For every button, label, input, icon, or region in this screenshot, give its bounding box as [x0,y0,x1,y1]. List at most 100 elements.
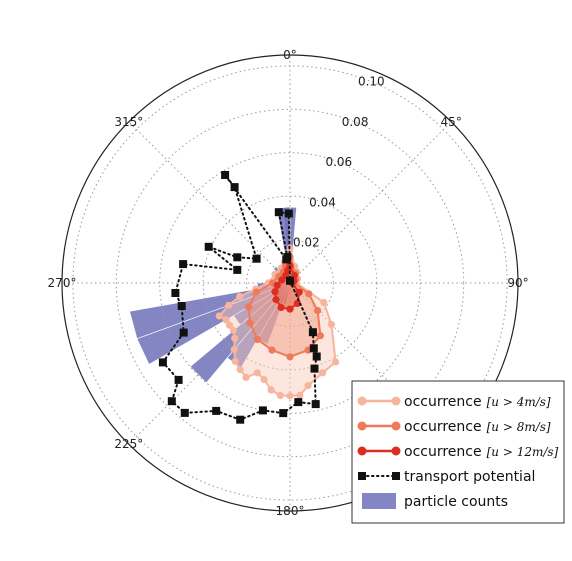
radial-tick-label: 0.08 [342,115,369,129]
occurrence-point-u12 [293,299,301,307]
occurrence-point-u4 [286,392,294,400]
legend-marker [391,396,401,406]
transport-potential-point [177,302,186,310]
angle-tick-label: 0° [283,48,297,62]
transport-potential-point [158,358,167,367]
occurrence-point-u12 [271,288,279,296]
angular-gridline [289,121,452,284]
angular-gridline [128,121,291,284]
tick-labels: 0° 45° 90° 180° 225° 270° 315° 0.02 0.04 0.06 0.08… [48,48,529,518]
occurrence-point-u8 [246,319,254,327]
occurrence-point-u4 [236,365,244,374]
transport-potential-point [179,260,188,269]
transport-potential-point [312,352,321,361]
legend-label: particle counts [404,494,508,510]
transport-potential-point [236,415,245,424]
transport-potential-point [308,328,317,337]
legend-marker [392,472,400,480]
legend-patch [362,493,396,509]
transport-potential-point [221,171,230,179]
occurrence-point-u4 [304,382,312,390]
occurrence-point-u4 [327,320,336,329]
occurrence-point-u4 [225,321,234,329]
legend-label: occurrence [u > 4m/s] [404,394,551,410]
legend-label-text: occurrence [404,394,482,410]
occurrence-point-u8 [252,288,260,296]
occurrence-point-u4 [260,375,268,384]
occurrence-point-u12 [273,281,281,289]
legend-marker [357,421,367,431]
transport-potential-point [279,409,288,418]
occurrence-fill-u4 [219,248,336,396]
legend-label-math: [u > 12m/s] [487,445,559,459]
angle-tick-label: 90° [507,276,528,290]
transport-potential-point [167,397,176,406]
transport-potential-point [294,398,303,407]
occurrence-point-u4 [230,345,238,354]
occurrence-point-u4 [267,386,275,394]
legend-marker [391,421,401,431]
radial-tick-label: 0.10 [358,75,385,89]
legend-label: occurrence [u > 8m/s] [404,419,551,435]
transport-potential-point [204,242,213,251]
radial-tick-label: 0.06 [325,155,352,169]
legend-label: occurrence [u > 12m/s] [404,444,559,460]
angle-tick-label: 45° [441,115,462,129]
transport-potential-point [174,375,183,384]
legend-label-text: particle counts [404,494,508,510]
radial-gridline [115,108,465,458]
legend-marker [391,446,401,456]
legend-label: transport potential [404,469,535,485]
occurrence-point-u8 [253,335,261,343]
occurrence-point-u12 [272,296,280,304]
occurrence-point-u4 [332,358,340,366]
occurrence-point-u8 [305,290,313,298]
legend-label-math: [u > 4m/s] [487,395,551,409]
transport-potential-point [179,328,188,337]
occurrence-point-u4 [229,326,237,335]
legend-label-text: occurrence [404,444,482,460]
transport-potential-point [258,406,267,415]
transport-potential-point [233,265,242,274]
occurrence-point-u4 [225,301,233,309]
angular-gridline [128,282,291,445]
legend-label-text: occurrence [404,419,482,435]
transport-potential-point [233,253,242,262]
transport-potential-point [284,209,293,218]
angle-tick-label: 225° [114,437,143,451]
occurrence-point-u12 [277,303,285,312]
transport-potential-series [158,171,321,424]
occurrence-point-u12 [295,288,303,296]
legend-marker [357,446,367,456]
occurrence-point-u4 [276,391,284,400]
occurrence-point-u4 [253,369,261,377]
occurrence-point-u12 [286,305,294,313]
angle-tick-label: 315° [114,115,143,129]
occurrence-point-u4 [215,312,223,320]
legend-label-text: transport potential [404,469,535,485]
transport-potential-point [311,400,320,409]
transport-potential-point [309,344,318,353]
legend-marker [357,396,367,406]
transport-potential-point [171,289,180,297]
occurrence-point-u8 [286,353,294,361]
occurrence-point-u4 [319,369,327,377]
transport-potential-point [230,183,239,192]
legend-marker [358,472,366,480]
transport-potential-point [283,253,292,262]
occurrence-point-u4 [231,357,239,365]
occurrence-point-u8 [314,307,322,315]
particle-count-bar [288,282,292,292]
legend-label-math: [u > 8m/s] [487,420,551,434]
occurrence-point-u4 [231,334,239,342]
occurrence-point-u4 [222,316,230,324]
occurrence-point-u4 [296,391,304,400]
occurrence-point-u4 [236,292,244,301]
radial-tick-label: 0.02 [293,236,320,250]
angle-tick-label: 270° [48,276,77,290]
occurrence-point-u8 [245,303,253,311]
radial-gridline [246,239,334,327]
transport-potential-point [286,276,294,285]
occurrence-point-u4 [242,373,250,382]
